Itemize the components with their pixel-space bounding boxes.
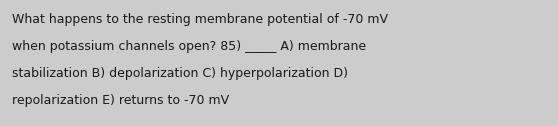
Text: repolarization E) returns to -70 mV: repolarization E) returns to -70 mV [12, 94, 229, 107]
Text: stabilization B) depolarization C) hyperpolarization D): stabilization B) depolarization C) hyper… [12, 67, 348, 80]
Text: when potassium channels open? 85) _____ A) membrane: when potassium channels open? 85) _____ … [12, 40, 367, 53]
Text: What happens to the resting membrane potential of -70 mV: What happens to the resting membrane pot… [12, 13, 388, 26]
